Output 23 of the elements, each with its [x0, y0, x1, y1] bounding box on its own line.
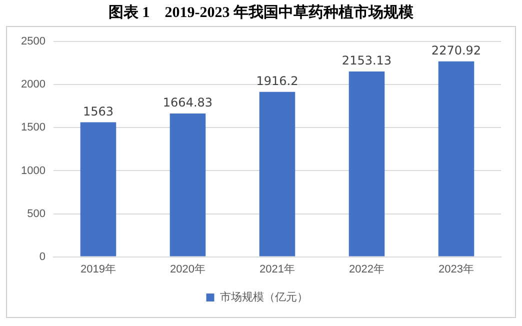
data-label: 1916.2	[256, 74, 298, 88]
y-tick-label: 500	[27, 208, 46, 220]
data-label: 1563	[82, 104, 114, 118]
y-tick-label: 1500	[20, 122, 46, 134]
y-tick-label: 1000	[20, 164, 46, 177]
data-label: 1664.83	[162, 96, 213, 110]
bar	[259, 92, 296, 256]
x-tick-label: 2022年	[349, 263, 384, 276]
legend-label: 市场规模（亿元）	[220, 290, 308, 304]
x-tick-label: 2023年	[438, 263, 474, 276]
y-tick-label: 2000	[20, 78, 46, 91]
y-tick-label: 0	[39, 250, 46, 263]
x-tick-label: 2020年	[170, 263, 206, 276]
y-tick-label: 2500	[20, 36, 46, 48]
bar	[438, 61, 474, 256]
data-label: 2270.92	[431, 43, 482, 58]
x-tick-label: 2019年	[80, 263, 116, 276]
x-tick-label: 2021年	[259, 263, 295, 276]
bar	[348, 71, 385, 256]
data-label: 2153.13	[342, 54, 392, 68]
bar	[80, 122, 116, 256]
chart-title: 图表 1 2019-2023 年我国中草药种植市场规模	[108, 3, 414, 23]
bar	[170, 113, 206, 256]
